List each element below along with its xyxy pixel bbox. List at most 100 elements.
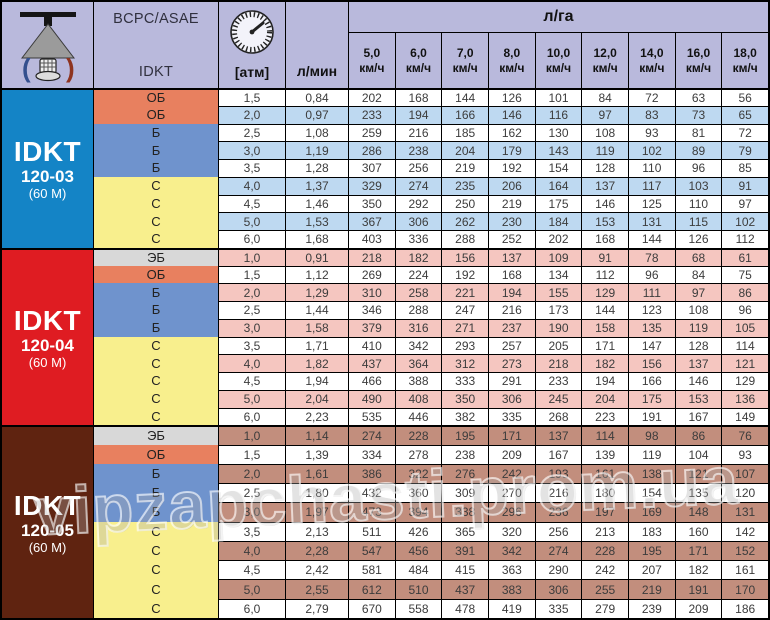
rate-value-cell: 108 — [581, 123, 628, 142]
rate-value-cell: 206 — [488, 176, 535, 195]
rate-value-cell: 175 — [628, 389, 675, 408]
rate-value-cell: 120 — [721, 483, 768, 503]
rate-value-cell: 386 — [348, 463, 395, 484]
rate-value-cell: 161 — [581, 463, 628, 484]
flow-value-cell: 1,68 — [285, 230, 348, 248]
speed-header-cell: 10,0 км/ч — [534, 32, 582, 88]
section-size: 120-04 — [21, 335, 74, 355]
rate-value-cell: 78 — [628, 247, 675, 266]
right-paren-glyph: ) — [66, 53, 75, 83]
rate-value-cell: 350 — [348, 194, 395, 213]
rate-value-cell: 288 — [441, 230, 488, 248]
rate-value-cell: 97 — [581, 105, 628, 124]
rate-value-cell: 446 — [394, 407, 442, 426]
speed-unit: км/ч — [639, 60, 665, 75]
standard-header-cell: BCPC/ASAE IDKT — [93, 2, 218, 88]
rate-value-cell: 670 — [348, 598, 395, 618]
flow-header-cell: л/мин — [285, 2, 348, 88]
rate-value-cell: 218 — [534, 354, 582, 372]
rate-value-cell: 367 — [348, 212, 395, 230]
rate-value-cell: 112 — [721, 230, 768, 248]
rate-value-cell: 103 — [674, 176, 722, 195]
rate-value-cell: 76 — [721, 425, 768, 445]
rate-value-cell: 101 — [534, 88, 582, 106]
rate-value-cell: 388 — [394, 372, 442, 390]
rate-value-cell: 61 — [721, 247, 768, 266]
rate-value-cell: 137 — [674, 354, 722, 372]
speed-header-cell: 6,0 км/ч — [394, 32, 442, 88]
section-size: 120-05 — [21, 521, 74, 540]
flow-value-cell: 2,13 — [285, 521, 348, 541]
rate-value-cell: 219 — [628, 579, 675, 599]
flow-value-cell: 1,58 — [285, 318, 348, 337]
rate-value-cell: 102 — [721, 212, 768, 230]
rate-value-cell: 403 — [348, 230, 395, 248]
rate-value-cell: 391 — [441, 540, 488, 561]
rate-value-cell: 437 — [441, 579, 488, 599]
rate-value-cell: 291 — [488, 372, 535, 390]
rate-value-cell: 146 — [488, 105, 535, 124]
rate-value-cell: 286 — [348, 141, 395, 159]
code-cell: С — [93, 521, 218, 541]
rate-value-cell: 322 — [394, 463, 442, 484]
rate-value-cell: 192 — [488, 159, 535, 177]
rate-value-cell: 237 — [488, 318, 535, 337]
rate-value-cell: 194 — [488, 283, 535, 301]
rate-value-cell: 490 — [348, 389, 395, 408]
rate-value-cell: 89 — [674, 141, 722, 159]
rate-value-cell: 72 — [721, 123, 768, 142]
rate-value-cell: 309 — [441, 483, 488, 503]
rate-value-cell: 218 — [348, 247, 395, 266]
pressure-value-cell: 2,5 — [218, 483, 285, 503]
code-cell: Б — [93, 483, 218, 503]
rate-value-cell: 239 — [628, 598, 675, 618]
rate-value-cell: 259 — [348, 123, 395, 142]
flow-value-cell: 1,94 — [285, 372, 348, 390]
rate-value-cell: 121 — [674, 463, 722, 484]
rate-value-cell: 190 — [534, 318, 582, 337]
rate-value-cell: 168 — [394, 88, 442, 106]
rate-value-cell: 182 — [581, 354, 628, 372]
section-model: IDKT — [13, 135, 82, 167]
code-cell: С — [93, 540, 218, 561]
speed-value: 5,0 — [363, 46, 381, 61]
rate-value-cell: 156 — [628, 354, 675, 372]
rate-value-cell: 306 — [394, 212, 442, 230]
rate-value-cell: 93 — [721, 444, 768, 464]
rate-value-cell: 136 — [721, 389, 768, 408]
rate-value-cell: 96 — [628, 265, 675, 284]
rate-value-cell: 110 — [674, 194, 722, 213]
flow-value-cell: 1,28 — [285, 159, 348, 177]
speed-unit: км/ч — [405, 60, 432, 75]
rate-value-cell: 379 — [348, 318, 395, 337]
rate-value-cell: 68 — [674, 247, 722, 266]
rate-value-cell: 320 — [488, 521, 535, 541]
rate-value-cell: 456 — [394, 540, 442, 561]
rate-value-cell: 478 — [441, 598, 488, 618]
code-cell: ЭБ — [93, 247, 218, 266]
rate-value-cell: 273 — [488, 354, 535, 372]
pressure-header-cell: [атм] — [218, 2, 285, 88]
rate-value-cell: 98 — [628, 425, 675, 445]
rate-value-cell: 408 — [394, 389, 442, 408]
code-cell: С — [93, 230, 218, 248]
flow-value-cell: 1,80 — [285, 483, 348, 503]
speed-value: 16,0 — [686, 46, 711, 61]
rate-value-cell: 511 — [348, 521, 395, 541]
rate-value-cell: 342 — [488, 540, 535, 561]
flow-value-cell: 1,08 — [285, 123, 348, 142]
rate-value-cell: 108 — [674, 301, 722, 319]
pressure-value-cell: 5,0 — [218, 579, 285, 599]
rate-value-cell: 85 — [721, 159, 768, 177]
rate-value-cell: 228 — [581, 540, 628, 561]
rate-value-cell: 307 — [348, 159, 395, 177]
rate-value-cell: 173 — [534, 301, 582, 319]
nozzle-spray-icon: ( ) — [19, 12, 76, 83]
flow-value-cell: 1,97 — [285, 502, 348, 522]
rate-value-cell: 166 — [441, 105, 488, 124]
speed-value: 14,0 — [640, 46, 664, 61]
rate-value-cell: 221 — [441, 283, 488, 301]
rate-value-cell: 121 — [721, 354, 768, 372]
flow-value-cell: 1,46 — [285, 194, 348, 213]
rate-unit-header: л/га — [348, 2, 768, 32]
